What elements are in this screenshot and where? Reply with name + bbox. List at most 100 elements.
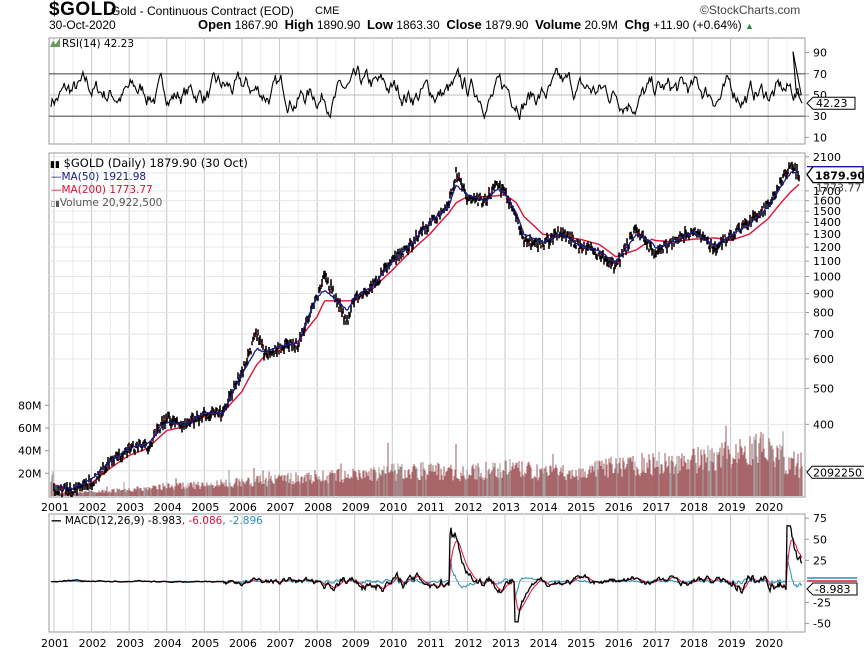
price-axis-tick: 600 <box>813 353 834 366</box>
x-axis-year: 2020 <box>755 637 783 650</box>
price-axis-tick: 1300 <box>813 228 841 241</box>
svg-text:1773.77: 1773.77 <box>816 182 862 195</box>
high-value: 1890.90 <box>316 18 361 32</box>
x-axis-year: 2010 <box>379 637 407 650</box>
svg-text:42.23: 42.23 <box>816 97 848 110</box>
x-axis-year: 2003 <box>116 637 144 650</box>
open-label: Open <box>198 17 232 32</box>
rsi-axis-tick: 30 <box>813 110 827 123</box>
macd-panel[interactable] <box>48 513 806 633</box>
volume-value-tag <box>806 465 864 479</box>
symbol-title: $GOLD <box>49 0 117 20</box>
svg-text:2092250: 2092250 <box>813 466 862 479</box>
volume-axis-tick: 40M <box>18 445 42 458</box>
volume-bars-icon: ▯▮ <box>51 199 60 208</box>
x-axis-year: 2008 <box>304 637 332 650</box>
exchange-label: CME <box>315 5 340 17</box>
change-value: +11.90 (+0.64%) <box>653 18 742 32</box>
low-value: 1863.30 <box>396 18 440 32</box>
macd-line-icon: — <box>51 515 62 527</box>
ohlc-bars-icon: ▮▮ <box>50 160 60 170</box>
x-axis-year: 2015 <box>567 637 595 650</box>
close-value: 1879.90 <box>485 18 529 32</box>
price-axis-tick: 1600 <box>813 195 841 208</box>
volume-axis-tick: 60M <box>18 422 42 435</box>
x-axis-year: 2002 <box>79 637 107 650</box>
x-axis-year: 2007 <box>267 501 295 514</box>
x-axis-year: 2014 <box>530 501 558 514</box>
x-axis-year: 2003 <box>116 501 144 514</box>
x-axis-year: 2012 <box>454 501 482 514</box>
rsi-legend: RSI(14) 42.23 <box>50 38 134 50</box>
x-axis-year: 2012 <box>454 637 482 650</box>
x-axis-year: 2005 <box>191 501 219 514</box>
copyright-label: ©StockCharts.com <box>700 3 801 17</box>
price-value-tag <box>806 166 864 184</box>
x-axis-year: 2001 <box>41 501 69 514</box>
price-axis-tick: 400 <box>813 418 834 431</box>
x-axis-year: 2001 <box>41 637 69 650</box>
volume-legend: ▯▮Volume 20,922,500 <box>51 197 163 209</box>
x-axis-year: 2016 <box>605 637 633 650</box>
x-axis-year: 2006 <box>229 501 257 514</box>
x-axis-year: 2009 <box>342 637 370 650</box>
low-label: Low <box>366 17 393 32</box>
price-axis-tick: 900 <box>813 288 834 301</box>
price-axis-tick: 1100 <box>813 255 841 268</box>
macd-axis-tick: 25 <box>813 554 827 567</box>
close-label: Close <box>446 17 482 32</box>
svg-text:1879.90: 1879.90 <box>815 170 864 183</box>
ma50-line <box>53 170 800 491</box>
open-value: 1867.90 <box>234 18 278 32</box>
x-axis-year: 2017 <box>642 637 670 650</box>
rsi-panel[interactable] <box>48 37 806 145</box>
rsi-value-tag <box>806 96 856 110</box>
ohlc-summary: Open 1867.90 High 1890.90 Low 1863.30 Cl… <box>198 18 754 33</box>
price-axis-tick: 2100 <box>813 151 841 164</box>
macd-axis-tick: 75 <box>813 512 827 525</box>
quote-date: 30-Oct-2020 <box>49 18 116 32</box>
macd-axis-tick: -50 <box>813 618 831 631</box>
x-axis-year: 2018 <box>680 637 708 650</box>
x-axis-year: 2010 <box>379 501 407 514</box>
x-axis-year: 2020 <box>755 501 783 514</box>
x-axis-year: 2011 <box>417 501 445 514</box>
rsi-axis-tick: 70 <box>813 68 827 81</box>
svg-text:-8.983: -8.983 <box>815 583 850 596</box>
x-axis-year: 2019 <box>718 501 746 514</box>
price-axis-tick: 700 <box>813 328 834 341</box>
ma200-line-icon: — <box>51 184 62 196</box>
price-axis-tick: 1200 <box>813 241 841 254</box>
x-axis-year: 2017 <box>642 501 670 514</box>
x-axis-year: 2004 <box>154 501 182 514</box>
instrument-name: Gold - Continuous Contract (EOD) <box>111 4 294 18</box>
rsi-axis-tick: 90 <box>813 47 827 60</box>
price-axis-tick: 800 <box>813 307 834 320</box>
macd-axis-tick: 50 <box>813 533 827 546</box>
change-label: Chg <box>624 17 650 32</box>
x-axis-year: 2008 <box>304 501 332 514</box>
x-axis-year: 2015 <box>567 501 595 514</box>
x-axis-year: 2014 <box>530 637 558 650</box>
x-axis-year: 2007 <box>267 637 295 650</box>
x-axis-year: 2005 <box>191 637 219 650</box>
price-panel[interactable] <box>48 152 806 498</box>
x-axis-year: 2018 <box>680 501 708 514</box>
x-axis-year: 2006 <box>229 637 257 650</box>
ma50-legend: —MA(50) 1921.98 <box>51 171 147 183</box>
rsi-icon <box>50 38 60 47</box>
price-axis-tick: 1400 <box>813 216 841 229</box>
price-axis-tick: 500 <box>813 382 834 395</box>
price-axis-tick: 1000 <box>813 271 841 284</box>
macd-line <box>51 525 803 623</box>
price-axis-tick: 1500 <box>813 205 841 218</box>
x-axis-year: 2013 <box>492 637 520 650</box>
x-axis-year: 2011 <box>417 637 445 650</box>
price-legend: ▮▮ $GOLD (Daily) 1879.90 (30 Oct) <box>50 156 248 170</box>
x-axis-year: 2004 <box>154 637 182 650</box>
x-axis-year: 2013 <box>492 501 520 514</box>
x-axis-year: 2009 <box>342 501 370 514</box>
price-axis-tick: 1700 <box>813 185 841 198</box>
volume-axis-tick: 80M <box>18 399 42 412</box>
